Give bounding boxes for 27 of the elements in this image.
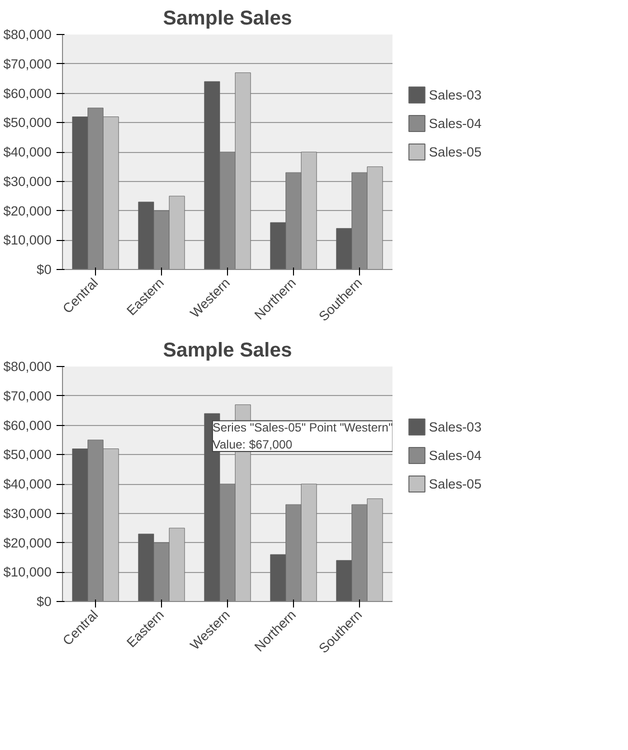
y-tick-label: $10,000: [3, 564, 52, 580]
chart-title: Sample Sales: [163, 340, 292, 362]
legend-label: Sales-05: [428, 144, 482, 160]
legend-label: Sales-04: [428, 448, 482, 463]
y-tick-label: $70,000: [3, 388, 52, 404]
annotation: Series "Sales-05" Point "Western" Value: $67,000: [212, 420, 393, 452]
y-tick-label: $20,000: [3, 203, 52, 218]
y-tick-label: $0: [36, 594, 52, 609]
y-tick-label: $30,000: [3, 506, 52, 521]
y-tick-label: $40,000: [3, 144, 52, 160]
y-tick-label: $60,000: [3, 86, 52, 101]
legend-label: Sales-03: [428, 88, 482, 103]
y-tick-label: $50,000: [3, 447, 52, 462]
y-tick-label: $30,000: [3, 174, 52, 189]
y-tick-label: $40,000: [3, 476, 52, 492]
y-tick-label: $0: [36, 262, 52, 277]
legend-label: Sales-03: [428, 420, 482, 435]
y-tick-label: $10,000: [3, 232, 52, 248]
legend-label: Sales-04: [428, 116, 482, 131]
y-tick-label: $60,000: [3, 418, 52, 433]
y-tick-label: $20,000: [3, 535, 52, 550]
chart-title: Sample Sales: [163, 8, 292, 30]
y-tick-label: $50,000: [3, 115, 52, 130]
legend-label: Sales-05: [428, 476, 482, 492]
y-tick-label: $70,000: [3, 56, 52, 72]
y-tick-label: $80,000: [3, 27, 52, 42]
y-tick-label: $80,000: [3, 359, 52, 374]
